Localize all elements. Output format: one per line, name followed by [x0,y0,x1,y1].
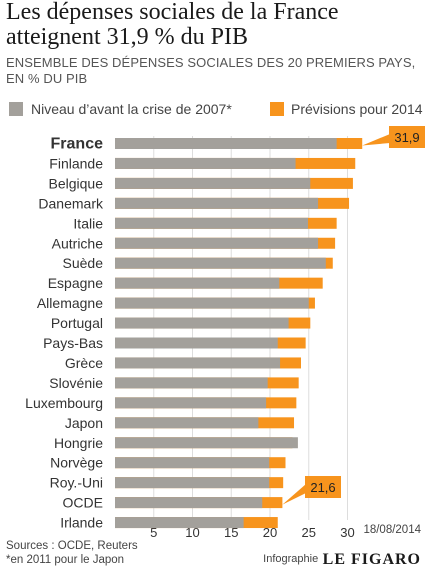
le-figaro-logo: LE FIGARO [322,551,421,568]
bar-2007-danemark [115,197,319,209]
category-label-allemagne: Allemagne [37,295,103,311]
category-label-ocde: OCDE [63,495,103,511]
category-label-pays-bas: Pays-Bas [43,335,103,351]
x-tick-label-10: 10 [185,525,199,540]
category-label-italie: Italie [73,215,103,231]
x-tick-label-15: 15 [224,525,238,540]
bar-2007-allemagne [115,297,309,309]
legend-swatch-pre [9,102,23,116]
category-label-norvege: Norvège [50,455,103,471]
legend: Niveau d’avant la crise de 2007* Prévisi… [0,101,429,119]
category-label-irlande: Irlande [60,515,103,531]
x-tick-label-25: 25 [302,525,316,540]
x-tick-label-20: 20 [263,525,277,540]
category-label-portugal: Portugal [51,315,103,331]
brand: Infographie LE FIGARO [263,551,421,569]
legend-label-pre: Niveau d’avant la crise de 2007* [31,101,232,117]
callout-label-france: 31,9 [394,130,419,145]
category-label-luxembourg: Luxembourg [25,395,103,411]
bar-2007-grece [115,357,281,369]
legend-label-post: Prévisions pour 2014 [291,101,423,117]
category-label-suede: Suède [63,255,104,271]
callout-pointer-france [362,134,390,146]
bar-2007-japon [115,417,259,429]
category-label-danemark: Danemark [38,195,104,211]
date-label: 18/08/2014 [363,524,421,536]
category-label-finlande: Finlande [49,155,103,171]
bar-chart: 5 10 15 20 25 30 France Finlande Belgique Danemar… [25,126,425,540]
bar-2007-ocde [115,497,263,509]
category-label-roy-uni: Roy.-Uni [50,475,103,491]
footnote-text: *en 2011 pour le Japon [6,554,125,566]
source-text: Sources : OCDE, Reuters [6,540,138,552]
category-label-slovenie: Slovénie [49,375,103,391]
bar-2007-pays-bas [115,337,278,349]
bar-2007-irlande [115,517,244,529]
callout-box-ocde [305,476,341,498]
category-label-grece: Grèce [65,355,103,371]
bar-2007-france [115,138,337,149]
category-label-espagne: Espagne [48,275,103,291]
category-label-japon: Japon [65,415,103,431]
source-note: Sources : OCDE, Reuters *en 2011 pour le… [6,539,138,567]
bar-2007-roy-uni [115,477,270,489]
bar-2007-espagne [115,277,280,289]
bar-2007-norvege [115,457,270,469]
callout-pointer-ocde [282,484,306,505]
infographie-label: Infographie [263,553,319,565]
category-label-hongrie: Hongrie [54,435,103,451]
bar-2007-slovenie [115,377,268,389]
bar-2007-hongrie [115,437,298,449]
category-label-france: France [51,136,104,153]
chart-title: Les dépenses sociales de la France attei… [6,0,339,50]
bar-2007-luxembourg [115,397,267,409]
category-label-autriche: Autriche [52,235,104,251]
x-tick-label-30: 30 [340,525,354,540]
x-tick-label-5: 5 [150,525,157,540]
bar-2007-portugal [115,317,289,329]
bar-2007-belgique [115,177,311,189]
bar-2007-autriche [115,237,319,249]
callout-box-france [389,126,425,148]
bar-2007-italie [115,217,308,229]
legend-swatch-post [270,102,284,116]
category-label-belgique: Belgique [49,175,104,191]
bar-2007-finlande [115,157,296,169]
callout-label-ocde: 21,6 [310,480,335,495]
chart-subtitle: ENSEMBLE DES DÉPENSES SOCIALES DES 20 PR… [6,55,416,86]
bar-2007-suede [115,257,326,269]
